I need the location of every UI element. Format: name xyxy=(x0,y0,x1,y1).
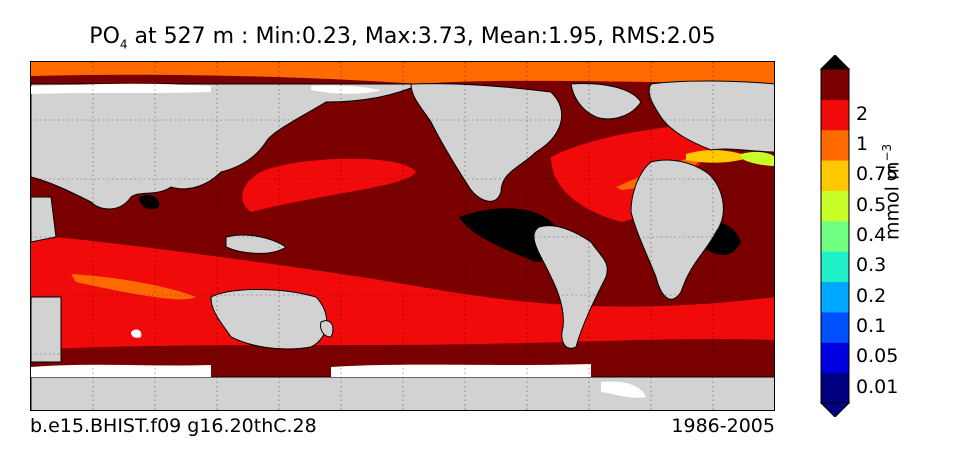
colorbar-segment xyxy=(821,190,849,222)
colorbar-tick-label: 0.5 xyxy=(856,193,887,216)
colorbar-unit-label: mmol m−3 xyxy=(880,144,903,240)
colorbar-tick-label: 0.01 xyxy=(856,375,899,398)
colorbar-segment xyxy=(821,251,849,283)
colorbar-tick-label: 0.1 xyxy=(856,315,887,338)
map-panel xyxy=(30,61,775,411)
time-period: 1986-2005 xyxy=(671,415,775,437)
colorbar xyxy=(820,55,850,417)
colorbar-under-arrow xyxy=(820,402,850,417)
colorbar-tick-label: 1 xyxy=(856,132,869,155)
colorbar-segment xyxy=(821,372,849,404)
colorbar-segment xyxy=(821,160,849,191)
colorbar-segment xyxy=(821,129,849,161)
colorbar-segment xyxy=(821,99,849,131)
colorbar-tick-label: 0.4 xyxy=(856,224,887,246)
title-variable: PO xyxy=(89,24,120,49)
map-title: PO4 at 527 m : Min:0.23, Max:3.73, Mean:… xyxy=(30,24,775,51)
colorbar-segment xyxy=(821,281,849,313)
colorbar-tick-label: 0.05 xyxy=(856,345,899,368)
yellow-region xyxy=(686,150,751,163)
colorbar-tick-label: 0.3 xyxy=(856,254,887,277)
colorbar-segment xyxy=(821,342,849,374)
colorbar-outline xyxy=(820,68,850,404)
colorbar-over-arrow xyxy=(820,55,850,70)
lime-region xyxy=(741,151,774,166)
case-name: b.e15.BHIST.f09 g16.20thC.28 xyxy=(30,415,317,437)
colorbar-tick-label: 2 xyxy=(856,102,869,125)
colorbar-segment xyxy=(821,311,849,343)
no-data-regions xyxy=(31,83,646,398)
title-stats: at 527 m : Min:0.23, Max:3.73, Mean:1.95… xyxy=(127,24,716,49)
colorbar-tick-label: 0.75 xyxy=(856,163,899,186)
map-canvas xyxy=(31,62,774,410)
colorbar-tick-label: 0.2 xyxy=(856,284,887,307)
unit-base: mmol m xyxy=(881,161,904,240)
unit-exponent: −3 xyxy=(880,143,894,162)
title-subscript: 4 xyxy=(119,37,128,52)
colorbar-segment xyxy=(821,220,849,252)
colorbar-segment xyxy=(821,69,849,100)
